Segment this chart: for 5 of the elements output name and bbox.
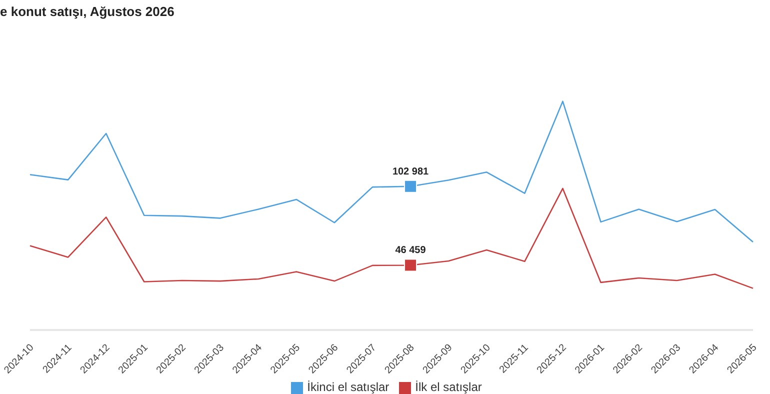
data-label: 46 459	[395, 245, 426, 256]
chart-title: e konut satışı, Ağustos 2026	[0, 4, 174, 19]
legend-label: İlk el satışlar	[415, 380, 482, 394]
legend-label: İkinci el satışlar	[307, 380, 390, 394]
data-label: 102 981	[392, 166, 430, 178]
